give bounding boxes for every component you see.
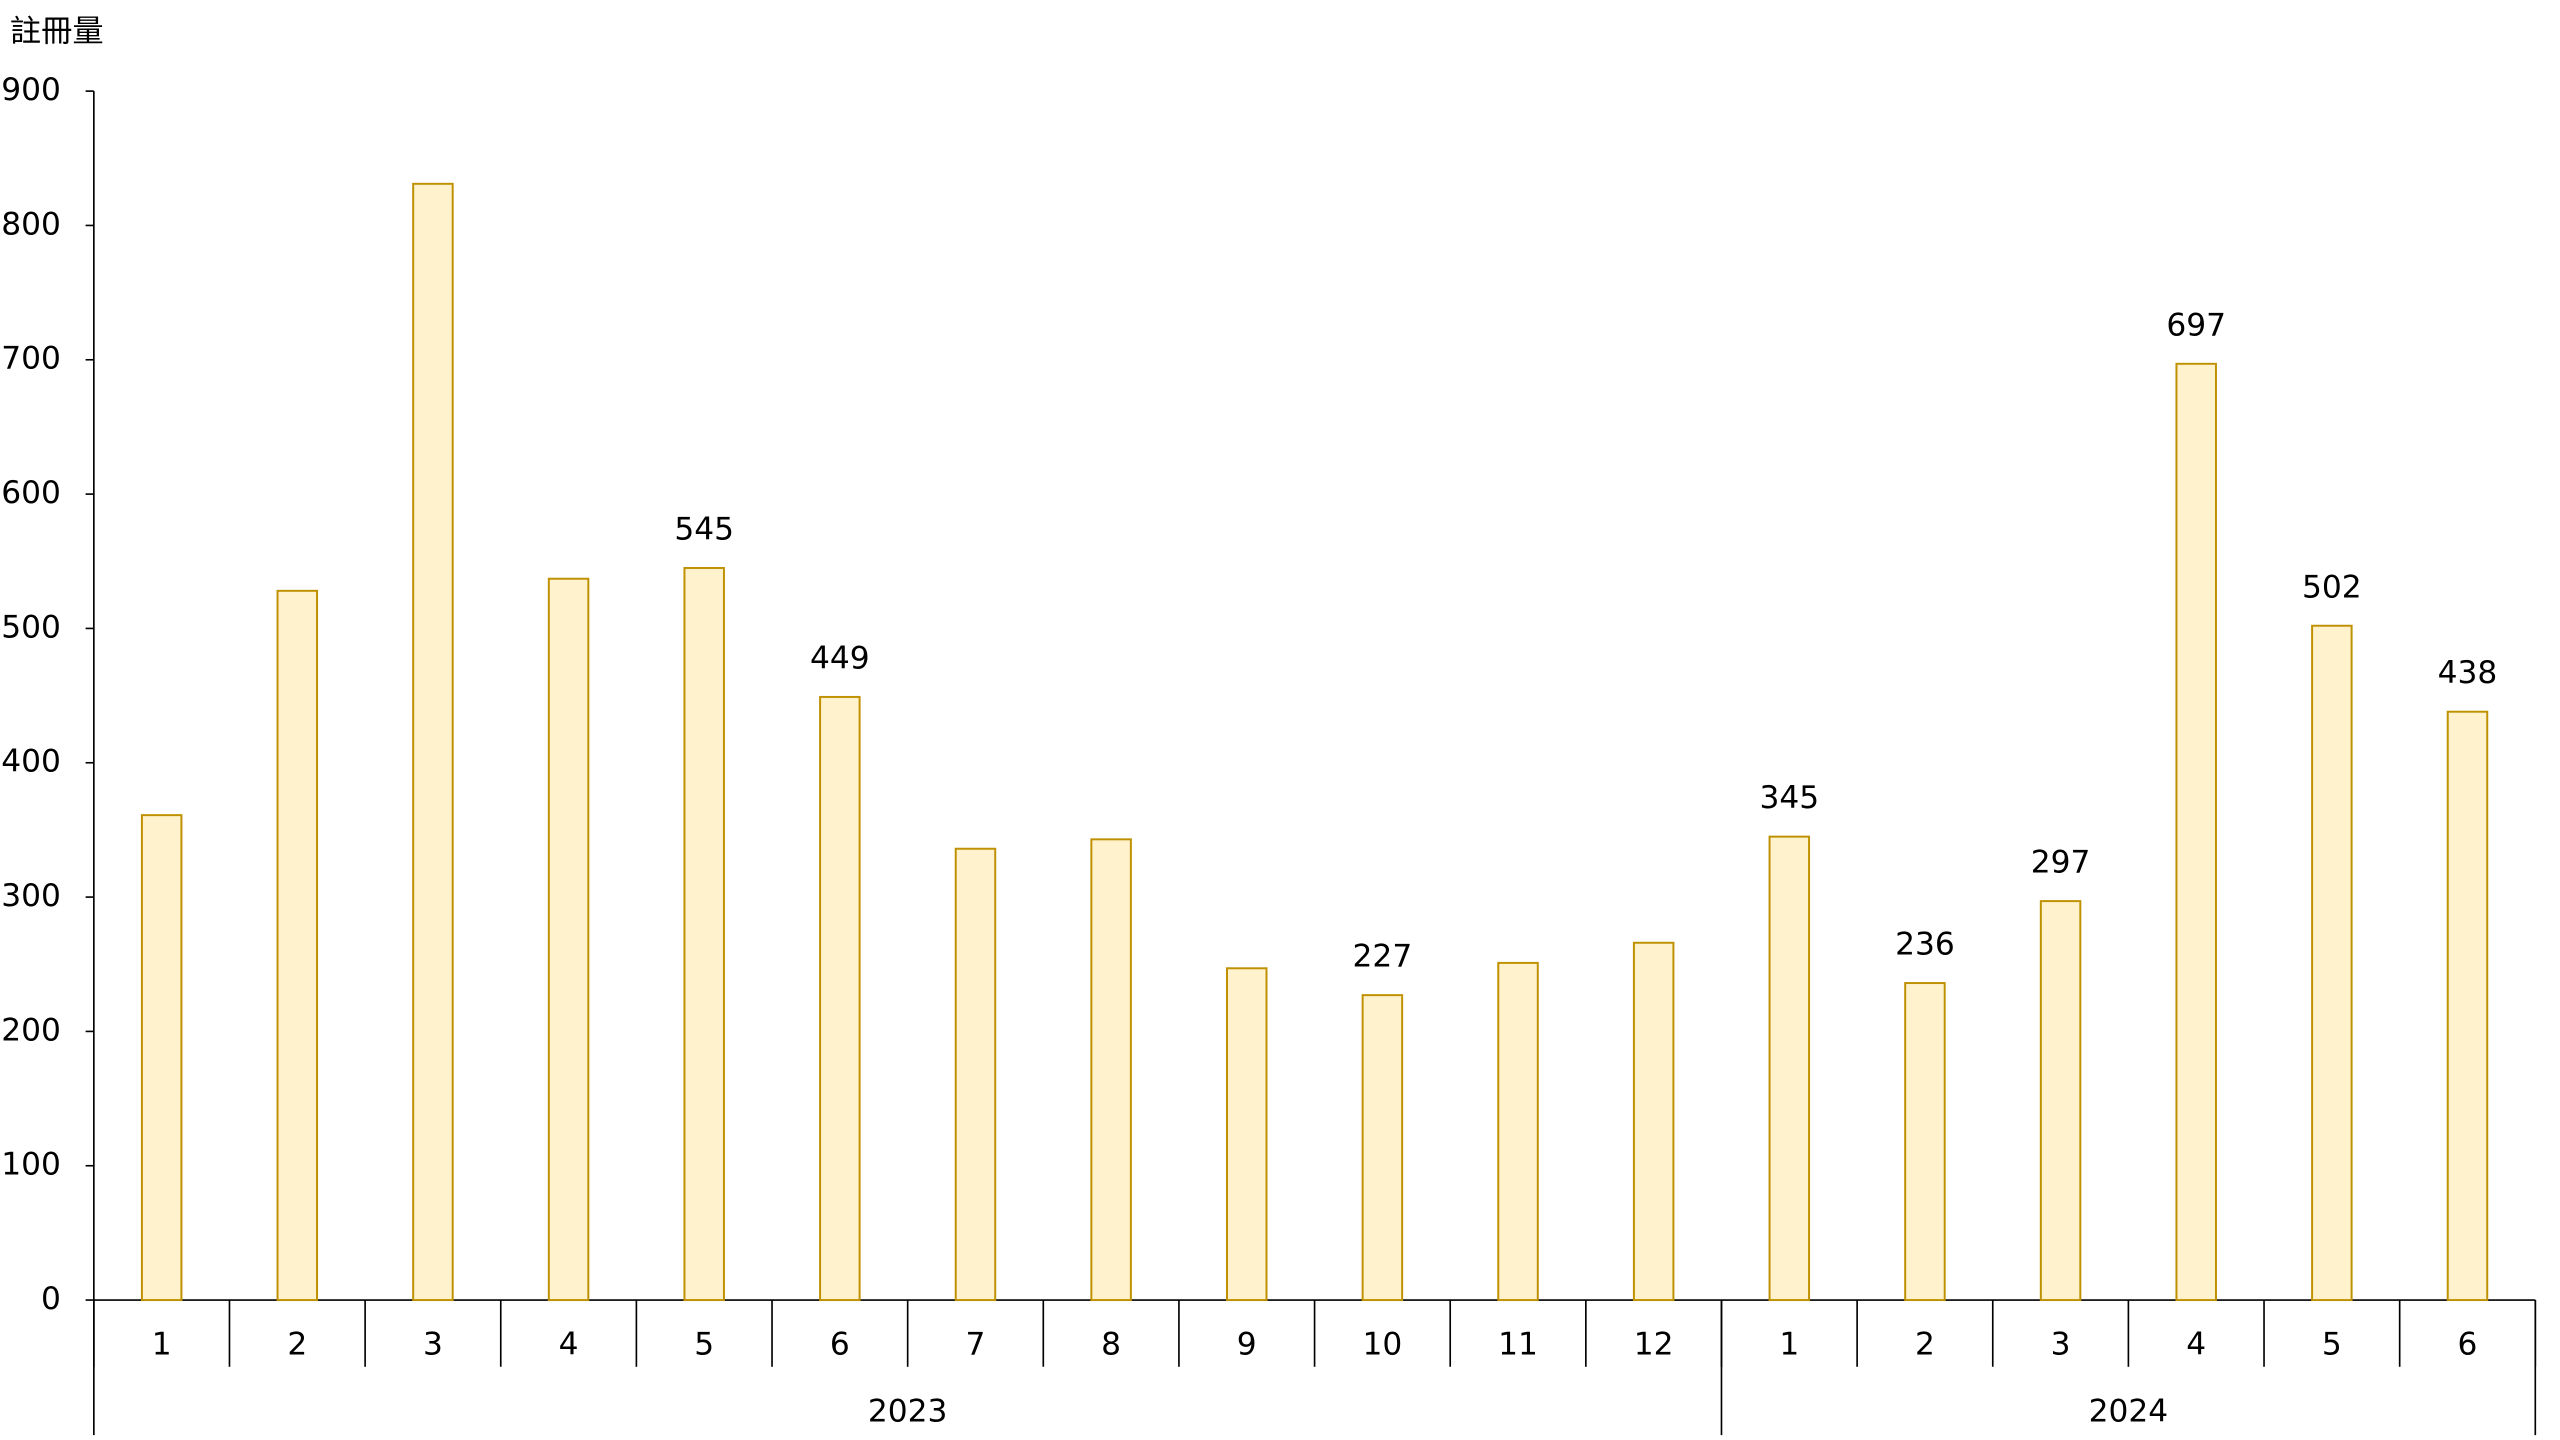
- value-label: 345: [1759, 780, 1819, 816]
- bar: [2446, 710, 2489, 1302]
- x-group-label: 2024: [2089, 1393, 2169, 1429]
- value-label: 502: [2302, 569, 2362, 605]
- y-axis-label: 註冊量: [10, 14, 104, 50]
- x-tick-label: 4: [559, 1327, 579, 1363]
- bar: [1904, 982, 1946, 1302]
- y-tick-label: 900: [1, 72, 61, 108]
- bar: [1090, 838, 1132, 1302]
- y-tick-label: 300: [1, 878, 61, 914]
- x-tick-label: 8: [1101, 1327, 1121, 1363]
- y-tick-label: 600: [1, 475, 61, 511]
- x-group-label: 2023: [868, 1393, 948, 1429]
- x-tick-label: 5: [694, 1327, 714, 1363]
- x-tick-label: 2: [287, 1327, 307, 1363]
- x-tick-label: 7: [966, 1327, 986, 1363]
- x-tick-label: 6: [830, 1327, 850, 1363]
- bar: [1226, 967, 1268, 1302]
- bar: [1768, 835, 1811, 1302]
- x-tick-label: 2: [1915, 1327, 1935, 1363]
- value-label: 545: [674, 512, 734, 548]
- value-label: 227: [1353, 939, 1413, 975]
- bar: [547, 577, 590, 1302]
- value-label: 236: [1895, 927, 1955, 963]
- bar: [819, 695, 861, 1302]
- bar: [683, 567, 725, 1302]
- bar: [1632, 941, 1675, 1302]
- value-label: 697: [2166, 307, 2226, 343]
- value-label: 297: [2031, 845, 2091, 881]
- y-tick-label: 100: [1, 1147, 61, 1183]
- y-tick-label: 0: [41, 1281, 61, 1317]
- x-tick-label: 1: [152, 1327, 172, 1363]
- x-tick-label: 4: [2186, 1327, 2206, 1363]
- y-tick-label: 800: [1, 207, 61, 243]
- y-tick-label: 400: [1, 744, 61, 780]
- x-tick-label: 12: [1634, 1327, 1674, 1363]
- x-tick-label: 5: [2322, 1327, 2342, 1363]
- y-tick-label: 500: [1, 610, 61, 646]
- y-tick-label: 700: [1, 341, 61, 377]
- x-tick-label: 3: [423, 1327, 443, 1363]
- bar: [1361, 994, 1404, 1302]
- bar: [1497, 961, 1539, 1302]
- bar: [140, 814, 183, 1302]
- bar: [412, 182, 454, 1302]
- bar: [276, 589, 319, 1302]
- bar: [2311, 624, 2353, 1302]
- x-tick-label: 9: [1237, 1327, 1257, 1363]
- bar: [2039, 900, 2082, 1302]
- x-tick-label: 1: [1779, 1327, 1799, 1363]
- x-tick-label: 11: [1498, 1327, 1538, 1363]
- x-tick-label: 3: [2051, 1327, 2071, 1363]
- x-tick-label: 6: [2458, 1327, 2478, 1363]
- y-tick-label: 200: [1, 1013, 61, 1049]
- bar: [954, 847, 997, 1302]
- value-label: 438: [2438, 655, 2498, 691]
- value-label: 449: [810, 641, 870, 677]
- bar: [2175, 362, 2217, 1302]
- x-tick-label: 10: [1363, 1327, 1403, 1363]
